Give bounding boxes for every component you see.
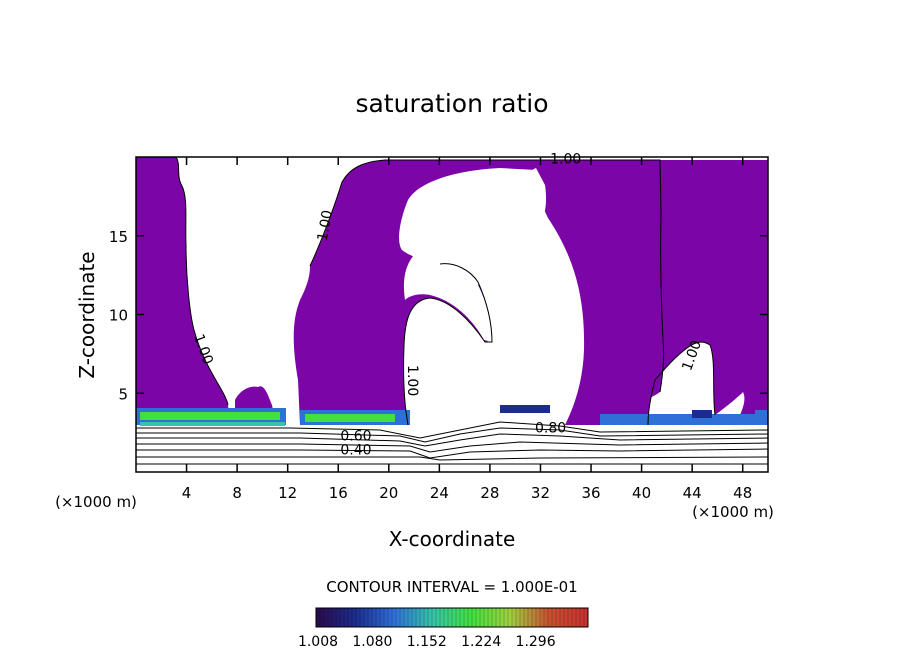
contour-lines-low bbox=[136, 421, 768, 465]
x-tick-label: 24 bbox=[430, 484, 449, 502]
colorbar-tick-label: 1.152 bbox=[407, 634, 447, 650]
y-axis-label: Z-coordinate bbox=[75, 251, 99, 378]
chart-title: saturation ratio bbox=[355, 89, 548, 118]
y-tick-label: 15 bbox=[109, 228, 128, 246]
x-tick-label: 8 bbox=[232, 484, 242, 502]
colorbar-tick-label: 1.296 bbox=[516, 634, 556, 650]
contour-interval-note: CONTOUR INTERVAL = 1.000E-01 bbox=[326, 578, 577, 596]
fill-region-right bbox=[600, 160, 768, 425]
contour-label: 0.80 bbox=[535, 421, 566, 437]
colorbar-ticks: 1.008 1.080 1.152 1.224 1.296 bbox=[298, 608, 585, 650]
low-level-band bbox=[136, 405, 768, 426]
y-tick-label: 10 bbox=[109, 307, 128, 325]
colorbar-tick-label: 1.008 bbox=[298, 634, 338, 650]
x-tick-label: 16 bbox=[329, 484, 348, 502]
x-axis-ticks: 4 8 12 16 20 24 28 32 36 40 44 48 bbox=[182, 157, 752, 502]
contour-label: 0.40 bbox=[340, 443, 371, 459]
x-tick-label: 44 bbox=[683, 484, 702, 502]
x-unit-left: (×1000 m) bbox=[55, 493, 137, 511]
x-unit-right: (×1000 m) bbox=[692, 503, 774, 521]
x-tick-label: 20 bbox=[379, 484, 398, 502]
contour-outline-1.00 bbox=[175, 157, 716, 426]
x-tick-label: 28 bbox=[480, 484, 499, 502]
colorbar-tick-label: 1.224 bbox=[461, 634, 501, 650]
contour-label: 1.00 bbox=[315, 209, 336, 242]
contour-fill-regions bbox=[136, 157, 768, 465]
y-axis-ticks: 5 10 15 bbox=[109, 228, 768, 403]
x-axis-label: X-coordinate bbox=[389, 527, 516, 551]
x-tick-label: 32 bbox=[531, 484, 550, 502]
x-tick-label: 40 bbox=[632, 484, 651, 502]
fill-region-left bbox=[136, 157, 230, 425]
x-tick-label: 4 bbox=[182, 484, 192, 502]
y-tick-label: 5 bbox=[118, 385, 128, 403]
x-tick-label: 36 bbox=[581, 484, 600, 502]
clear-region-center-hole bbox=[403, 168, 547, 342]
x-tick-label: 48 bbox=[733, 484, 752, 502]
contour-label: 1.00 bbox=[550, 151, 581, 167]
contour-label: 1.00 bbox=[404, 365, 420, 396]
colorbar bbox=[315, 607, 589, 628]
colorbar-tick-label: 1.080 bbox=[352, 634, 392, 650]
contour-label: 0.60 bbox=[340, 429, 371, 445]
x-tick-label: 12 bbox=[278, 484, 297, 502]
